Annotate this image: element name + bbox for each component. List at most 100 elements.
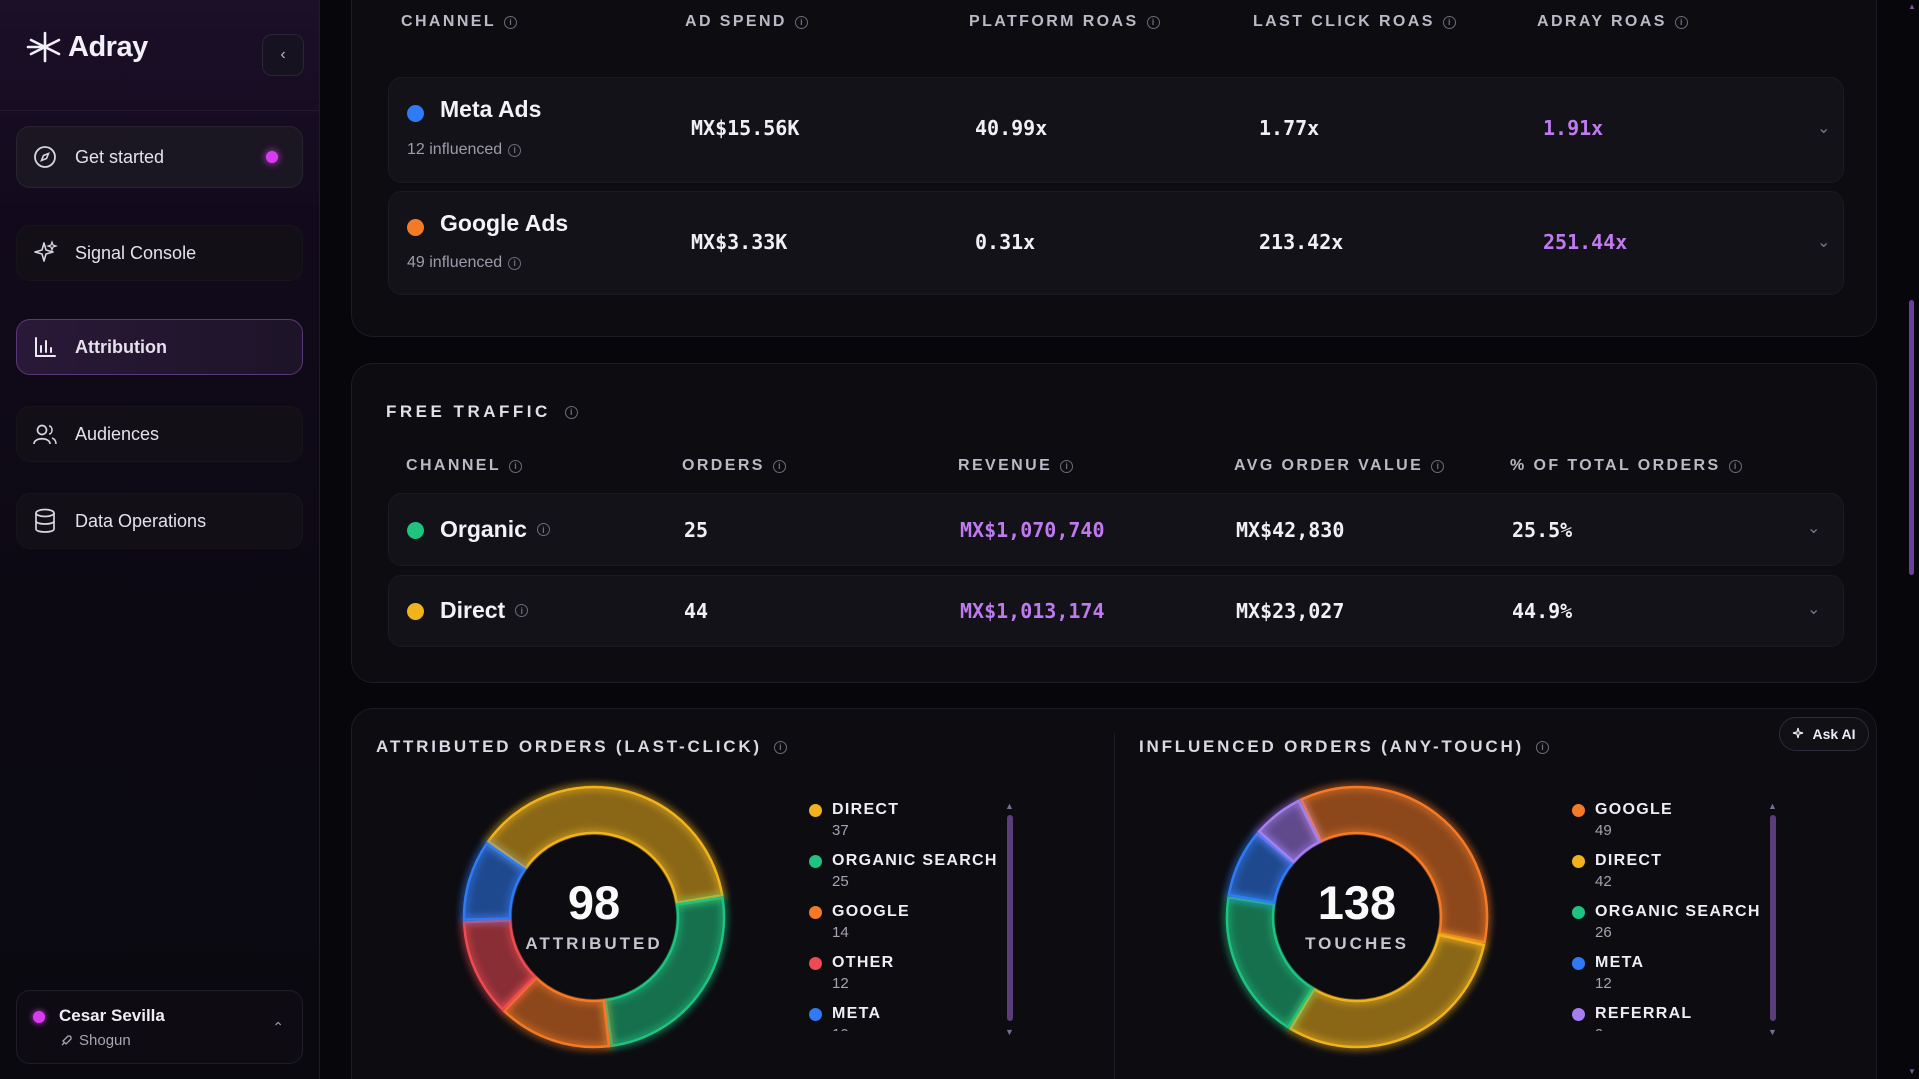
ask-ai-label: Ask AI	[1812, 726, 1856, 742]
legend-scrollbar[interactable]	[1007, 815, 1013, 1021]
info-icon[interactable]: i	[1728, 459, 1742, 473]
legend-color-dot	[1572, 804, 1585, 817]
page-scroll-up-icon[interactable]: ▲	[1908, 2, 1916, 11]
table-row-direct[interactable]: Direct i 44 MX$1,013,174 MX$23,027 44.9% …	[388, 575, 1844, 647]
info-icon[interactable]: i	[508, 256, 522, 270]
legend-item[interactable]: GOOGLE 14	[809, 903, 1019, 949]
donut-slice-referral[interactable]	[1257, 799, 1322, 864]
donut-slice-google[interactable]	[1299, 785, 1489, 944]
scroll-up-arrow-icon[interactable]: ▲	[1005, 801, 1014, 811]
info-icon[interactable]: i	[515, 604, 529, 617]
info-icon[interactable]: i	[564, 405, 578, 419]
legend-item[interactable]: META 10	[809, 1005, 1019, 1031]
legend-item[interactable]: DIRECT 42	[1572, 852, 1782, 898]
platform-roas-value: 0.31x	[975, 230, 1036, 254]
page-scroll-down-icon[interactable]: ▼	[1908, 1067, 1916, 1076]
legend-color-dot	[809, 804, 822, 817]
donut-slice-organic-search[interactable]	[604, 896, 726, 1048]
info-icon[interactable]: i	[536, 523, 550, 536]
database-icon	[31, 507, 59, 535]
channel-name: Meta Ads	[440, 96, 542, 122]
col-header-pct-total-orders: % OF TOTAL ORDERS i	[1510, 457, 1742, 475]
legend-value: 25	[832, 873, 849, 890]
chart-divider	[1114, 733, 1115, 1079]
ad-spend-value: MX$15.56K	[691, 116, 800, 140]
sparkle-icon	[31, 239, 59, 267]
table-row-organic[interactable]: Organic i 25 MX$1,070,740 MX$42,830 25.5%…	[388, 493, 1844, 566]
info-icon[interactable]: i	[1431, 459, 1445, 473]
nav-item-get-started[interactable]: Get started	[16, 126, 303, 188]
rocket-icon	[61, 1034, 72, 1045]
donut-slice-other[interactable]	[462, 919, 537, 1012]
legend-value: 12	[1595, 975, 1612, 992]
legend-scrollbar[interactable]	[1770, 815, 1776, 1021]
info-icon[interactable]: i	[1442, 15, 1456, 29]
chevron-left-icon: ‹	[280, 46, 286, 63]
donut-slice-organic-search[interactable]	[1225, 896, 1315, 1029]
orders-value: 25	[684, 518, 709, 542]
scroll-down-arrow-icon[interactable]: ▼	[1005, 1027, 1014, 1037]
info-icon[interactable]: i	[1146, 15, 1160, 29]
info-icon[interactable]: i	[1674, 15, 1688, 29]
scroll-up-arrow-icon[interactable]: ▲	[1768, 801, 1777, 811]
revenue-value: MX$1,070,740	[960, 518, 1105, 542]
nav-item-attribution[interactable]: Attribution	[16, 319, 303, 375]
info-icon[interactable]: i	[504, 15, 518, 29]
pct-total-value: 25.5%	[1512, 518, 1573, 542]
chevron-down-icon[interactable]: ⌄	[1817, 120, 1831, 137]
ask-ai-button[interactable]: Ask AI	[1779, 717, 1869, 751]
legend-value: 10	[832, 1026, 849, 1031]
attributed-legend: DIRECT 37 ORGANIC SEARCH 25 GOOGLE 14 OTHER 12 M…	[809, 801, 1019, 1031]
nav-label-attribution: Attribution	[75, 336, 167, 357]
chart-title-influenced: INFLUENCED ORDERS (ANY-TOUCH) i	[1139, 737, 1549, 757]
nav-item-signal-console[interactable]: Signal Console	[16, 225, 303, 281]
channel-name: Google Ads	[440, 210, 569, 236]
nav-label-signal-console: Signal Console	[75, 242, 197, 263]
donut-slice-meta[interactable]	[1227, 831, 1295, 905]
legend-item[interactable]: META 12	[1572, 954, 1782, 1000]
donut-slice-google[interactable]	[502, 976, 611, 1049]
donut-slice-meta[interactable]	[462, 841, 527, 921]
chevron-down-icon[interactable]: ⌄	[1817, 234, 1831, 251]
info-icon[interactable]: i	[1536, 740, 1549, 754]
brand-logo[interactable]: Adray	[26, 30, 148, 64]
col-header-last-click-roas: LAST CLICK ROAS i	[1253, 13, 1456, 31]
table-row-meta-ads[interactable]: Meta Ads 12 influenced i MX$15.56K 40.99x…	[388, 77, 1844, 183]
influenced-total-label: TOUCHES	[1305, 934, 1409, 953]
donut-slice-direct[interactable]	[1288, 933, 1486, 1049]
legend-color-dot	[1572, 1008, 1585, 1021]
legend-value: 12	[832, 975, 849, 992]
scroll-down-arrow-icon[interactable]: ▼	[1768, 1027, 1777, 1037]
legend-label: DIRECT	[1595, 852, 1663, 869]
legend-item[interactable]: GOOGLE 49	[1572, 801, 1782, 847]
chevron-down-icon[interactable]: ⌄	[1807, 520, 1821, 537]
info-icon[interactable]: i	[508, 143, 522, 157]
ad-spend-value: MX$3.33K	[691, 230, 788, 254]
legend-item[interactable]: ORGANIC SEARCH 26	[1572, 903, 1782, 949]
legend-color-dot	[1572, 906, 1585, 919]
adray-roas-value: 1.91x	[1543, 116, 1604, 140]
legend-color-dot	[809, 906, 822, 919]
chart-title-attributed: ATTRIBUTED ORDERS (LAST-CLICK) i	[376, 737, 787, 757]
donut-slice-direct[interactable]	[486, 785, 724, 905]
info-icon[interactable]: i	[772, 459, 786, 473]
user-profile-card[interactable]: Cesar Sevilla Shogun ⌃	[16, 990, 303, 1064]
nav-item-audiences[interactable]: Audiences	[16, 406, 303, 462]
info-icon[interactable]: i	[509, 459, 523, 473]
influenced-count: 12 influenced i	[407, 141, 522, 159]
chevron-down-icon[interactable]: ⌄	[1807, 601, 1821, 618]
info-icon[interactable]: i	[794, 15, 808, 29]
nav-item-data-operations[interactable]: Data Operations	[16, 493, 303, 549]
info-icon[interactable]: i	[1060, 459, 1074, 473]
legend-item[interactable]: REFERRAL 9	[1572, 1005, 1782, 1031]
legend-item[interactable]: ORGANIC SEARCH 25	[809, 852, 1019, 898]
info-icon[interactable]: i	[773, 740, 787, 754]
legend-item[interactable]: OTHER 12	[809, 954, 1019, 1000]
collapse-sidebar-button[interactable]: ‹	[262, 34, 304, 76]
legend-label: GOOGLE	[832, 903, 911, 920]
compass-icon	[31, 143, 59, 171]
channel-color-dot	[407, 603, 424, 620]
page-scrollbar[interactable]	[1909, 300, 1914, 575]
legend-item[interactable]: DIRECT 37	[809, 801, 1019, 847]
table-row-google-ads[interactable]: Google Ads 49 influenced i MX$3.33K 0.31x…	[388, 191, 1844, 295]
